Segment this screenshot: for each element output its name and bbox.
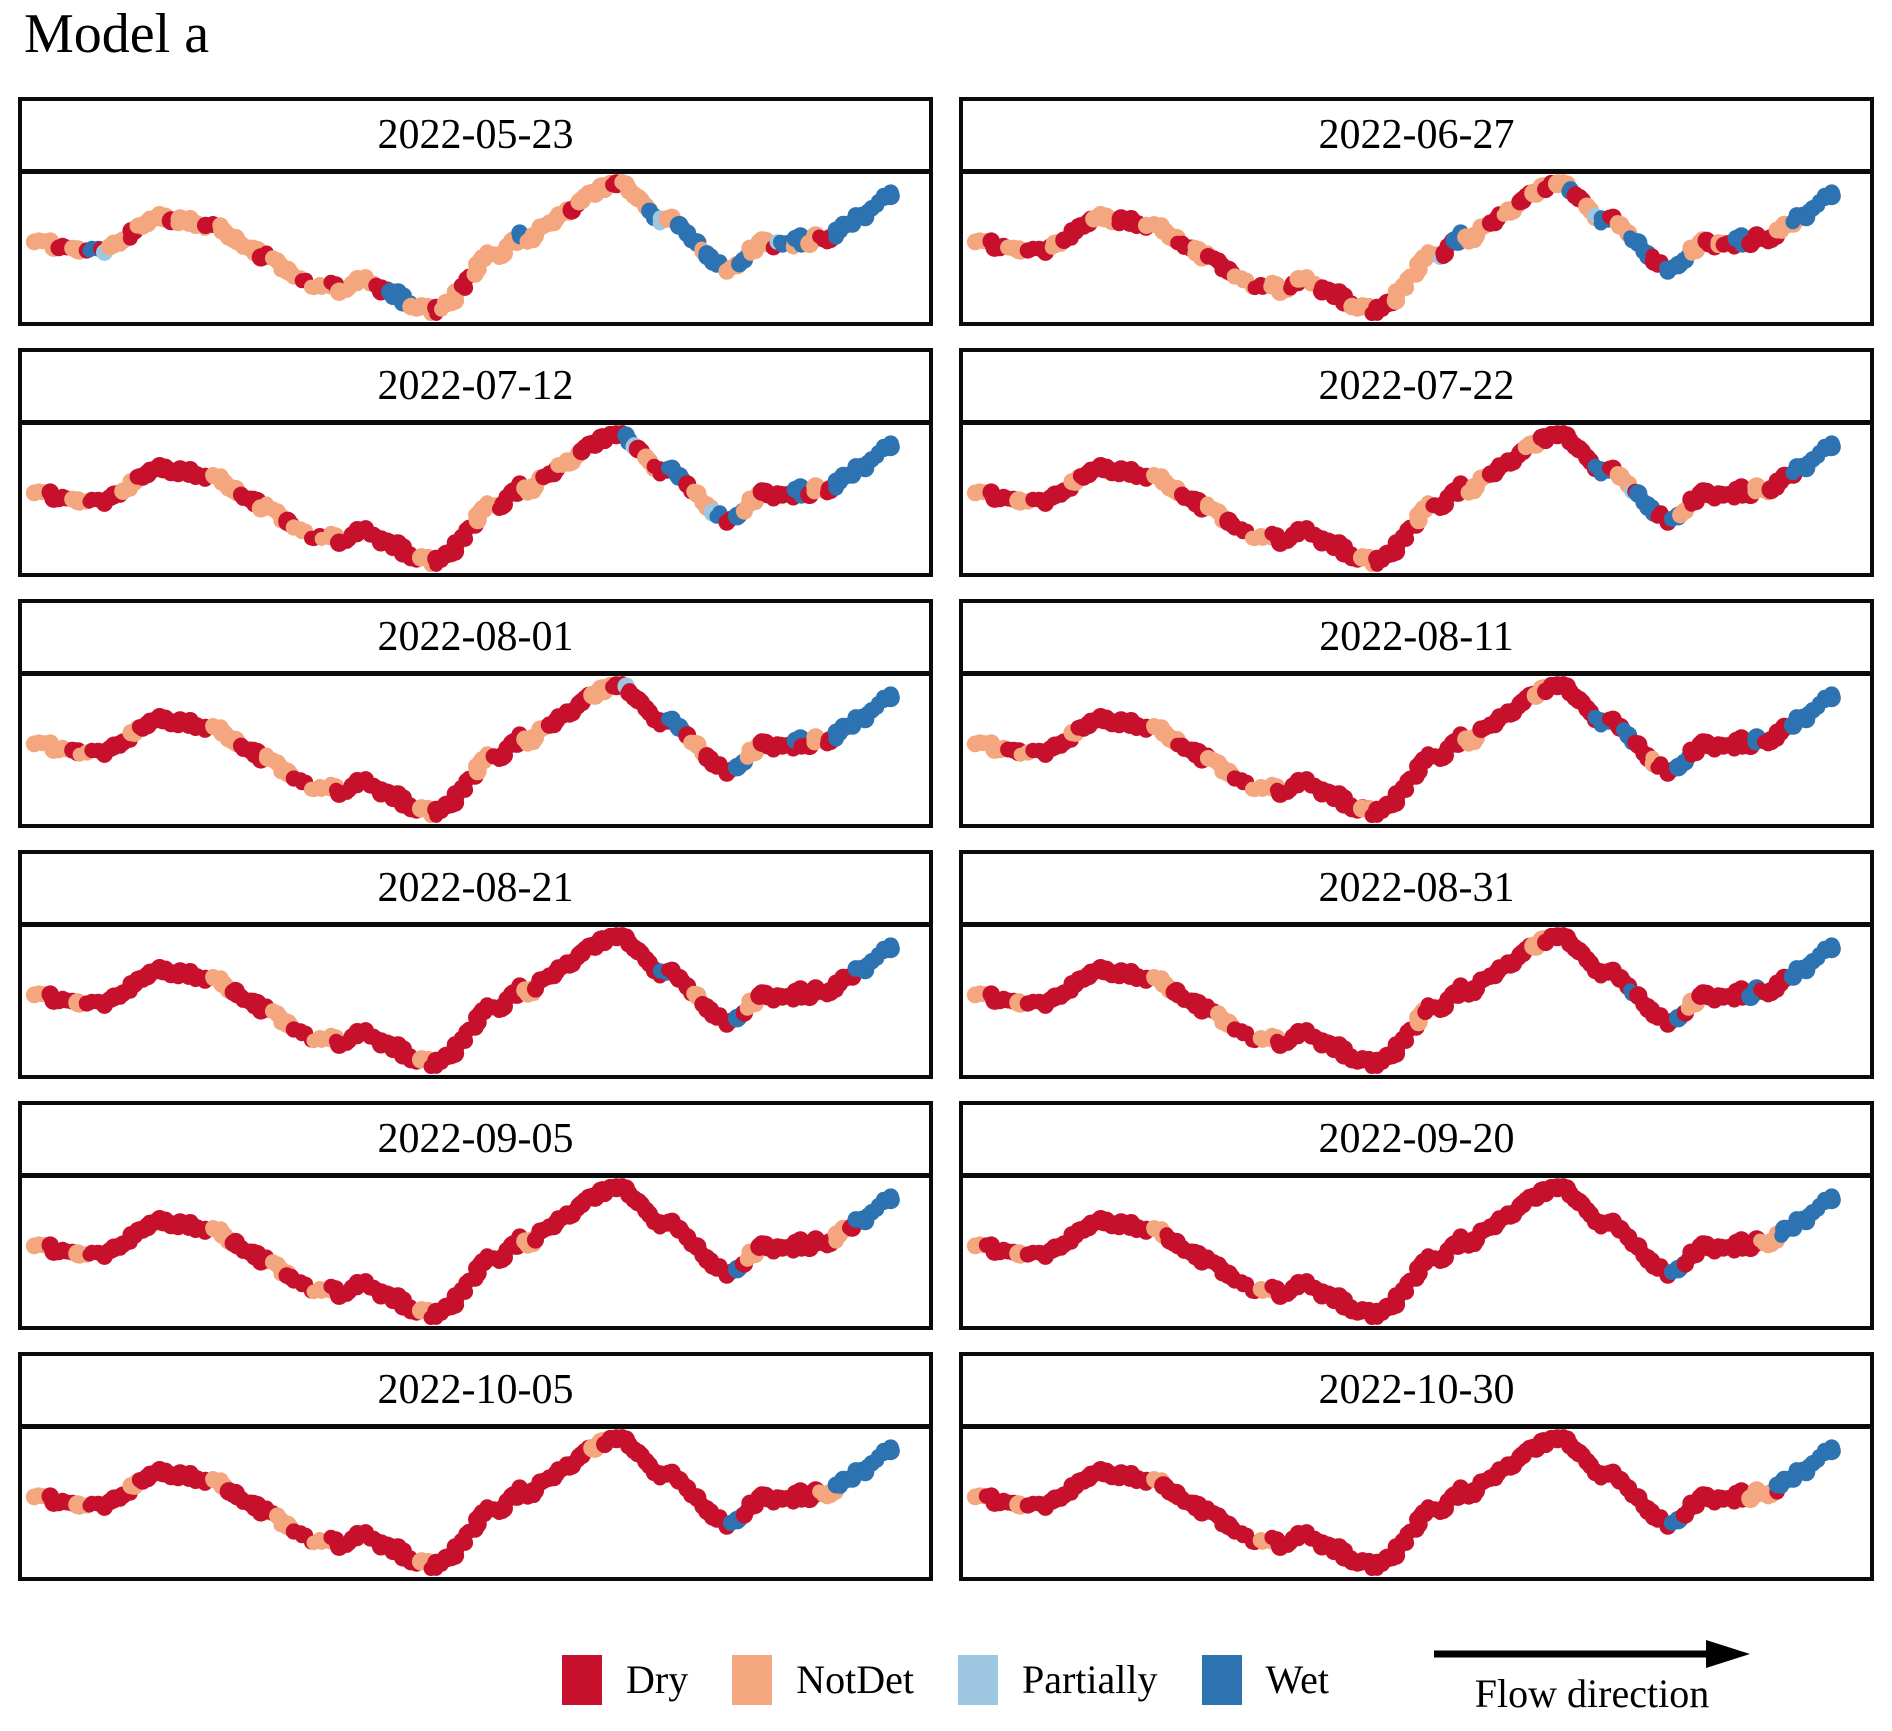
legend-label-dry: Dry bbox=[626, 1657, 689, 1702]
facet-panel: 2022-07-12 bbox=[18, 348, 933, 577]
panel-plot bbox=[22, 676, 929, 824]
facet-panel: 2022-09-20 bbox=[959, 1101, 1874, 1330]
river-course-plot bbox=[966, 676, 1841, 823]
river-course-plot bbox=[25, 425, 900, 572]
panel-plot bbox=[963, 425, 1870, 573]
legend-swatch bbox=[562, 1655, 602, 1705]
panel-header: 2022-09-05 bbox=[22, 1105, 929, 1178]
panel-date: 2022-09-05 bbox=[377, 1116, 574, 1162]
panel-date: 2022-05-23 bbox=[377, 112, 574, 158]
panel-plot bbox=[963, 676, 1870, 824]
panel-date: 2022-10-30 bbox=[1318, 1367, 1515, 1413]
panel-plot bbox=[963, 1429, 1870, 1577]
panel-plot bbox=[963, 174, 1870, 322]
river-course-plot bbox=[25, 927, 900, 1074]
legend-item-notdet: NotDet bbox=[732, 1655, 914, 1705]
flow-direction: Flow direction bbox=[1432, 1638, 1752, 1716]
facet-panel: 2022-10-30 bbox=[959, 1352, 1874, 1581]
panel-header: 2022-09-20 bbox=[963, 1105, 1870, 1178]
facet-panel: 2022-08-01 bbox=[18, 599, 933, 828]
panels-grid: 2022-05-23 2022-06-27 2022-07-12 2022-07… bbox=[18, 97, 1874, 1581]
panel-header: 2022-08-31 bbox=[963, 854, 1870, 927]
river-course-plot bbox=[966, 927, 1841, 1074]
legend-label-partially: Partially bbox=[1021, 1657, 1158, 1702]
legend-swatch bbox=[1201, 1655, 1242, 1705]
river-course-plot bbox=[966, 1178, 1841, 1325]
flow-direction-label: Flow direction bbox=[1474, 1671, 1710, 1716]
panel-date: 2022-08-11 bbox=[1319, 614, 1514, 660]
panel-header: 2022-07-12 bbox=[22, 352, 929, 425]
facet-panel: 2022-05-23 bbox=[18, 97, 933, 326]
panel-date: 2022-09-20 bbox=[1318, 1116, 1515, 1162]
river-course-plot bbox=[25, 1429, 900, 1576]
legend-label-wet: Wet bbox=[1265, 1657, 1329, 1702]
panel-date: 2022-07-22 bbox=[1318, 363, 1515, 409]
facet-panel: 2022-09-05 bbox=[18, 1101, 933, 1330]
legend-item-wet: Wet bbox=[1201, 1655, 1329, 1705]
legend-swatch bbox=[957, 1655, 998, 1705]
panel-date: 2022-06-27 bbox=[1318, 112, 1515, 158]
page-title: Model a bbox=[24, 3, 210, 65]
panel-date: 2022-07-12 bbox=[377, 363, 574, 409]
panel-date: 2022-10-05 bbox=[377, 1367, 574, 1413]
panel-plot bbox=[22, 927, 929, 1075]
legend-item-dry: Dry bbox=[562, 1655, 688, 1705]
legend-swatch bbox=[732, 1655, 773, 1705]
panel-header: 2022-08-01 bbox=[22, 603, 929, 676]
facet-panel: 2022-08-21 bbox=[18, 850, 933, 1079]
river-course-plot bbox=[25, 676, 900, 823]
legend-item-partially: Partially bbox=[957, 1655, 1158, 1705]
facet-panel: 2022-10-05 bbox=[18, 1352, 933, 1581]
panel-date: 2022-08-01 bbox=[377, 614, 574, 660]
panel-header: 2022-06-27 bbox=[963, 101, 1870, 174]
panel-header: 2022-10-30 bbox=[963, 1356, 1870, 1429]
river-course-plot bbox=[966, 174, 1841, 321]
panel-header: 2022-10-05 bbox=[22, 1356, 929, 1429]
panel-plot bbox=[22, 425, 929, 573]
panel-plot bbox=[963, 927, 1870, 1075]
panel-plot bbox=[22, 1178, 929, 1326]
facet-panel: 2022-06-27 bbox=[959, 97, 1874, 326]
legend: Dry NotDet Partially Wet bbox=[562, 1652, 1329, 1708]
facet-panel: 2022-08-11 bbox=[959, 599, 1874, 828]
panel-header: 2022-05-23 bbox=[22, 101, 929, 174]
river-course-plot bbox=[25, 1178, 900, 1325]
river-course-plot bbox=[966, 1429, 1841, 1576]
panel-header: 2022-07-22 bbox=[963, 352, 1870, 425]
legend-label-notdet: NotDet bbox=[796, 1657, 914, 1702]
panel-header: 2022-08-11 bbox=[963, 603, 1870, 676]
panel-date: 2022-08-21 bbox=[377, 865, 574, 911]
facet-panel: 2022-07-22 bbox=[959, 348, 1874, 577]
panel-plot bbox=[963, 1178, 1870, 1326]
river-course-plot bbox=[25, 174, 900, 321]
facet-panel: 2022-08-31 bbox=[959, 850, 1874, 1079]
river-course-plot bbox=[966, 425, 1841, 572]
panel-plot bbox=[22, 1429, 929, 1577]
panel-plot bbox=[22, 174, 929, 322]
panel-date: 2022-08-31 bbox=[1318, 865, 1515, 911]
flow-direction-arrow-icon bbox=[1434, 1640, 1750, 1668]
panel-header: 2022-08-21 bbox=[22, 854, 929, 927]
